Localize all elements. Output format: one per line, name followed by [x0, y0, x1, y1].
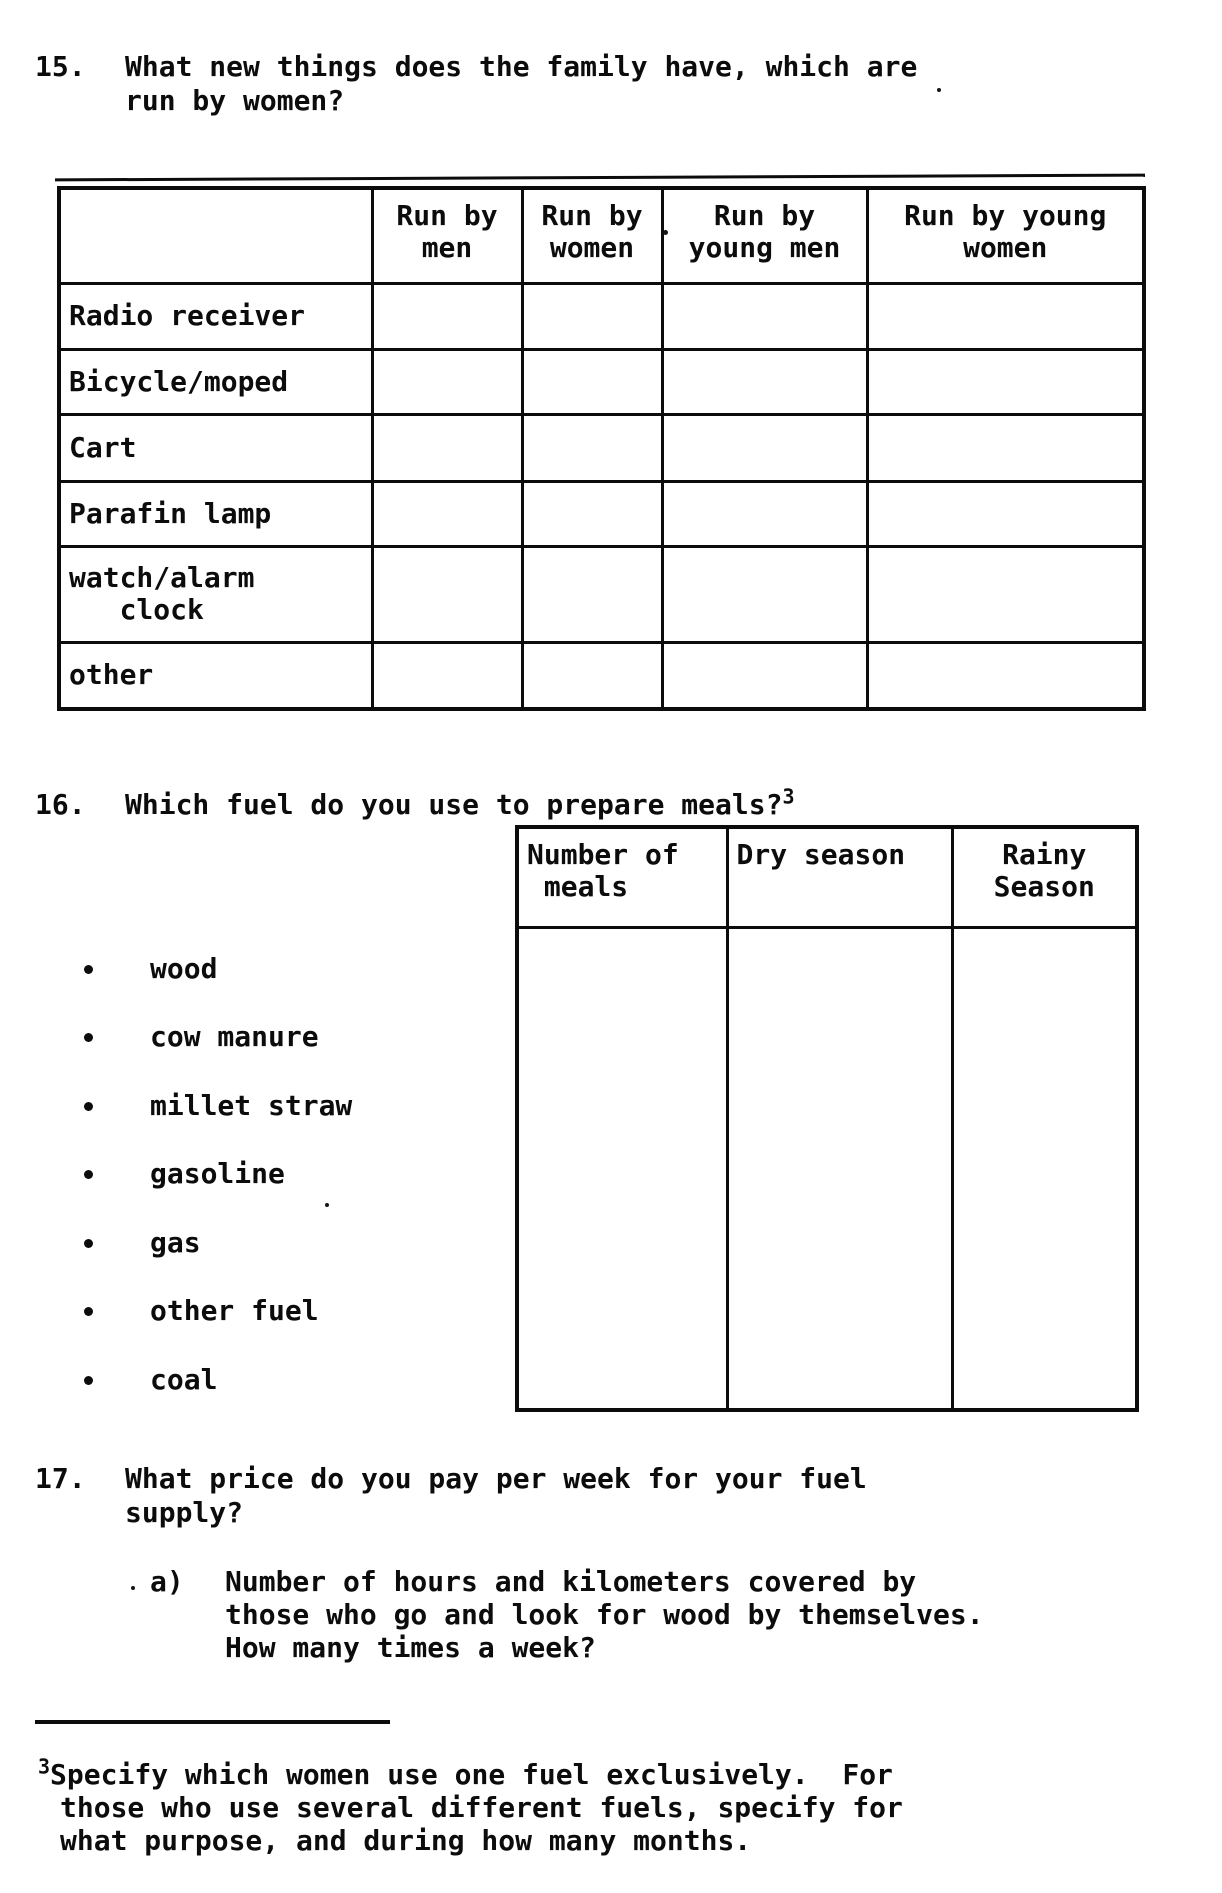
- table15-header-blank: [57, 186, 374, 285]
- q16-footnote-ref: 3: [782, 784, 795, 809]
- footnote-line3: what purpose, and during how many months…: [60, 1824, 752, 1857]
- bullet-dot-icon: [84, 1033, 93, 1042]
- empty-cell: [370, 640, 524, 711]
- table-row: Parafin lamp: [57, 479, 1146, 548]
- row-label-watch-alarm-clock: watch/alarm clock: [57, 544, 374, 644]
- fuel-label: gas: [150, 1226, 201, 1259]
- row-label-bicycle-moped: Bicycle/moped: [57, 347, 374, 416]
- footnote-separator: [35, 1720, 390, 1724]
- fuel-label: coal: [150, 1363, 218, 1396]
- q15-number: 15.: [35, 50, 86, 83]
- fuel-label: millet straw: [150, 1089, 353, 1122]
- empty-cell: [865, 479, 1146, 548]
- footnote-line2: those who use several different fuels, s…: [60, 1791, 903, 1824]
- q17-text-line1: What price do you pay per week for your …: [125, 1462, 867, 1495]
- q15-text-line1: What new things does the family have, wh…: [125, 50, 918, 83]
- q16-table: Number of meals Dry season Rainy Season: [515, 825, 1139, 1412]
- table16-header-dry-season: Dry season: [725, 825, 954, 929]
- table16-body-row: [515, 925, 1139, 1412]
- empty-cell: [660, 640, 869, 711]
- list-item: cow manure: [84, 1020, 319, 1053]
- table16-header-number-of-meals: Number of meals: [515, 825, 729, 929]
- q17-text-line2: supply?: [125, 1496, 244, 1529]
- footnote-line1: 3Specify which women use one fuel exclus…: [38, 1754, 893, 1791]
- q15-table: Run by men Run by women Run by young men…: [57, 186, 1146, 711]
- list-item: gasoline: [84, 1157, 285, 1190]
- empty-cell: [520, 544, 664, 644]
- empty-cell: [660, 544, 869, 644]
- q16-text-body: Which fuel do you use to prepare meals?: [125, 788, 783, 821]
- empty-cell: [725, 925, 954, 1412]
- fuel-label: gasoline: [150, 1157, 285, 1190]
- table16-header-rainy-season: Rainy Season: [950, 825, 1139, 929]
- row-label-other: other: [57, 640, 374, 711]
- table-row: Radio receiver: [57, 281, 1146, 351]
- table15-header-run-by-young-women: Run by young women: [865, 186, 1146, 285]
- q16-number: 16.: [35, 788, 86, 821]
- bullet-dot-icon: [84, 1307, 93, 1316]
- row-label-parafin-lamp: Parafin lamp: [57, 479, 374, 548]
- empty-cell: [370, 479, 524, 548]
- empty-cell: [520, 640, 664, 711]
- list-item: coal: [84, 1363, 217, 1396]
- empty-cell: [660, 347, 869, 416]
- scan-speck: [131, 1586, 135, 1590]
- empty-cell: [660, 479, 869, 548]
- scan-speck: [937, 88, 941, 92]
- empty-cell: [660, 281, 869, 351]
- list-item: gas: [84, 1226, 201, 1259]
- q17a-label: a): [150, 1565, 184, 1598]
- empty-cell: [950, 925, 1139, 1412]
- fuel-label: cow manure: [150, 1020, 319, 1053]
- table15-top-scan-line: [54, 173, 1146, 182]
- q15-text-line2: run by women?: [125, 84, 345, 117]
- table-row: Bicycle/moped: [57, 347, 1146, 416]
- footnote-ref: 3: [38, 1754, 51, 1779]
- table15-header-run-by-men: Run by men: [370, 186, 524, 285]
- empty-cell: [865, 640, 1146, 711]
- empty-cell: [370, 281, 524, 351]
- empty-cell: [370, 544, 524, 644]
- scan-speck: [325, 1203, 329, 1207]
- q16-text: Which fuel do you use to prepare meals?3: [125, 784, 795, 821]
- table15-header-run-by-women: Run by women: [520, 186, 664, 285]
- list-item: millet straw: [84, 1089, 352, 1122]
- table-row: Cart: [57, 412, 1146, 483]
- q17-number: 17.: [35, 1462, 86, 1495]
- empty-cell: [515, 925, 729, 1412]
- row-label-cart: Cart: [57, 412, 374, 483]
- empty-cell: [660, 412, 869, 483]
- footnote-text1: Specify which women use one fuel exclusi…: [50, 1758, 893, 1791]
- empty-cell: [865, 347, 1146, 416]
- empty-cell: [865, 281, 1146, 351]
- list-item: other fuel: [84, 1294, 319, 1327]
- empty-cell: [370, 412, 524, 483]
- list-item: wood: [84, 952, 217, 985]
- empty-cell: [520, 347, 664, 416]
- bullet-dot-icon: [84, 1102, 93, 1111]
- bullet-dot-icon: [84, 965, 93, 974]
- scan-speck: [663, 230, 668, 235]
- q17a-line2: those who go and look for wood by themse…: [225, 1598, 984, 1631]
- row-label-radio-receiver: Radio receiver: [57, 281, 374, 351]
- fuel-label: wood: [150, 952, 218, 985]
- fuel-label: other fuel: [150, 1294, 319, 1327]
- table-row: watch/alarm clock: [57, 544, 1146, 644]
- table-row: other: [57, 640, 1146, 711]
- bullet-dot-icon: [84, 1170, 93, 1179]
- empty-cell: [520, 479, 664, 548]
- empty-cell: [370, 347, 524, 416]
- empty-cell: [865, 412, 1146, 483]
- table16-header-row: Number of meals Dry season Rainy Season: [515, 825, 1139, 929]
- empty-cell: [520, 412, 664, 483]
- q17a-line3: How many times a week?: [225, 1631, 596, 1664]
- empty-cell: [520, 281, 664, 351]
- table15-header-row: Run by men Run by women Run by young men…: [57, 186, 1146, 285]
- bullet-dot-icon: [84, 1239, 93, 1248]
- bullet-dot-icon: [84, 1376, 93, 1385]
- q17a-line1: Number of hours and kilometers covered b…: [225, 1565, 917, 1598]
- table15-header-run-by-young-men: Run by young men: [660, 186, 869, 285]
- empty-cell: [865, 544, 1146, 644]
